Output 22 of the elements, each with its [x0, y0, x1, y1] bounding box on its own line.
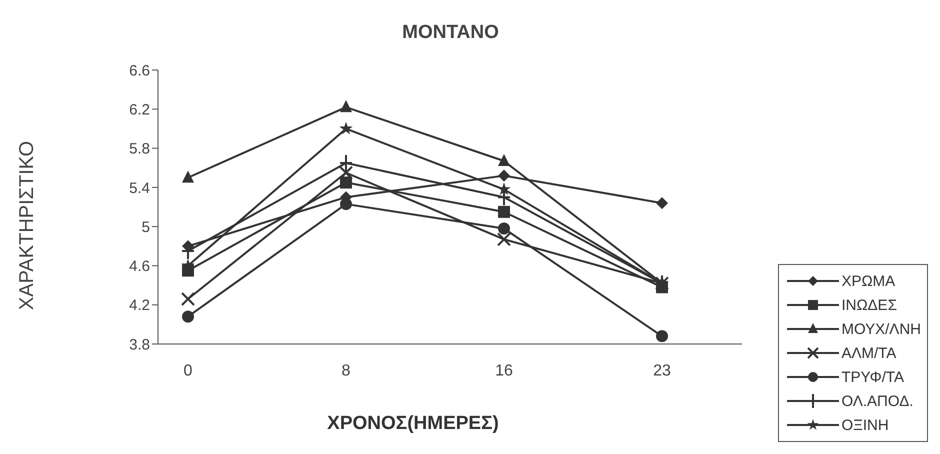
legend-label: ΧΡΩΜΑ [841, 272, 896, 290]
x-tick-label: 23 [653, 362, 671, 380]
y-tick-label: 5.8 [129, 140, 150, 158]
y-tick-label: 5.4 [129, 180, 150, 197]
x-tick-label: 16 [495, 362, 513, 380]
legend-label: ΜΟΥΧ/ΛΝΗ [841, 320, 921, 338]
y-tick-label: 4.2 [129, 297, 150, 314]
y-tick-label: 4.6 [129, 258, 150, 276]
y-axis-title: ΧΑΡΑΚΤΗΡΙΣΤΙΚΟ [16, 140, 40, 310]
legend-label: ΟΞΙΝΗ [841, 416, 889, 434]
x-axis-title: ΧΡΟΝΟΣ(ΗΜΕΡΕΣ) [326, 413, 500, 435]
legend-label: ΙΝΩΔΕΣ [841, 296, 897, 314]
y-tick-label: 6.2 [129, 101, 150, 118]
legend-label: ΑΛΜ/ΤΑ [841, 344, 896, 362]
legend-label: ΟΛ.ΑΠΟΔ. [841, 392, 914, 410]
y-tick-label: 5 [142, 218, 150, 236]
y-tick-label: 3.8 [129, 336, 150, 354]
chart-title: MONTANO [401, 22, 500, 44]
y-tick-label: 6.6 [129, 62, 150, 80]
x-tick-label: 8 [342, 362, 351, 380]
legend-label: ΤΡΥΦ/ΤΑ [841, 368, 904, 386]
x-tick-label: 0 [184, 362, 193, 380]
